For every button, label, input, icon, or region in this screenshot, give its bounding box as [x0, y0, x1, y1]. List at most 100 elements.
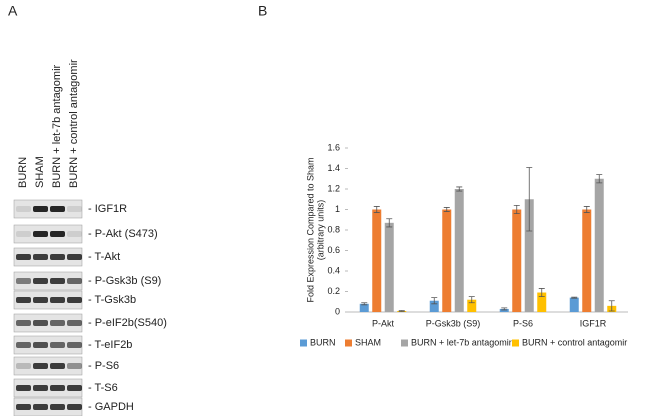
blot-band [50, 404, 65, 410]
blot-band [16, 231, 31, 237]
y-axis-label: Fold Expression Compared to Sham [305, 157, 315, 302]
error-bar [443, 207, 450, 212]
blot-band [50, 254, 65, 260]
blot-band [50, 342, 65, 348]
bar [569, 297, 579, 312]
legend-swatch [300, 339, 307, 347]
error-bar [386, 218, 393, 228]
blot-band [16, 404, 31, 410]
x-tick-label: P-Akt [372, 318, 395, 328]
legend-label: BURN + let-7b antagomir [411, 337, 512, 347]
blot-band [16, 385, 31, 391]
blot-band [33, 363, 48, 369]
error-bar [538, 288, 545, 298]
blot-band [50, 320, 65, 326]
blot-band [67, 363, 82, 369]
blot-band [67, 254, 82, 260]
legend-label: BURN + control antagomir [522, 337, 627, 347]
y-tick-label: 1.4 [327, 163, 340, 173]
error-bar [361, 302, 368, 306]
error-bar [431, 297, 438, 305]
blot-band [67, 231, 82, 237]
band-label: - IGF1R [88, 203, 127, 215]
error-bar [373, 206, 380, 213]
band-label: - T-Akt [88, 251, 120, 263]
x-tick-label: P-Gsk3b (S9) [426, 318, 481, 328]
blot-band [33, 404, 48, 410]
blot-band [33, 278, 48, 284]
band-label: - P-eIF2b(S540) [88, 317, 167, 329]
band-label: - T-eIF2b [88, 339, 132, 351]
legend-label: BURN [310, 337, 336, 347]
band-label: - P-S6 [88, 360, 119, 372]
lane-label: BURN + let-7b antagomir [51, 64, 63, 188]
bar [499, 308, 509, 312]
lane-label: BURN [17, 157, 29, 188]
bar [594, 178, 604, 312]
bar [359, 303, 369, 312]
legend-label: SHAM [355, 337, 381, 347]
blot-band [67, 206, 82, 212]
band-label: - P-Gsk3b (S9) [88, 275, 161, 287]
panel-label: A [8, 3, 18, 19]
blot-band [50, 206, 65, 212]
bar [454, 189, 464, 312]
y-tick-label: 0.6 [327, 245, 340, 255]
blot-band [16, 342, 31, 348]
blot-band [16, 254, 31, 260]
y-tick-label: 0.4 [327, 265, 340, 275]
error-bar [468, 296, 475, 304]
error-bar [501, 307, 508, 311]
error-bar [608, 300, 615, 312]
y-tick-label: 1.6 [327, 142, 340, 152]
blot-band [16, 363, 31, 369]
bar [512, 209, 522, 312]
blot-band [67, 404, 82, 410]
bar [384, 222, 394, 312]
blot-band [33, 206, 48, 212]
blot-band [16, 320, 31, 326]
blot-band [50, 297, 65, 303]
bar [442, 209, 452, 312]
panel-label: B [258, 3, 267, 19]
lane-label: SHAM [34, 156, 46, 188]
blot-band [50, 385, 65, 391]
y-tick-label: 1 [335, 204, 340, 214]
blot-band [67, 385, 82, 391]
blot-band [16, 278, 31, 284]
x-tick-label: P-S6 [513, 318, 533, 328]
blot-band [16, 297, 31, 303]
lane-label: BURN + control antagomir [68, 59, 80, 188]
bar [537, 292, 547, 312]
blot-band [33, 231, 48, 237]
blot-band [67, 320, 82, 326]
y-tick-label: 0 [335, 306, 340, 316]
bar [524, 199, 534, 312]
error-bar [596, 174, 603, 184]
error-bar [513, 205, 520, 214]
axis: 0 0.2 0.4 0.6 0.8 1 1.2 1.4 1.6 [327, 142, 348, 316]
blot-band [50, 278, 65, 284]
blot-band [33, 385, 48, 391]
bar [429, 300, 439, 312]
band-label: - P-Akt (S473) [88, 228, 158, 240]
blot-band [50, 363, 65, 369]
legend-swatch [345, 339, 352, 347]
blot-band [67, 342, 82, 348]
y-tick-label: 0.2 [327, 286, 340, 296]
y-tick-label: 0.8 [327, 224, 340, 234]
error-bar [583, 206, 590, 213]
blot-band [33, 320, 48, 326]
legend-swatch [512, 339, 519, 347]
y-tick-label: 1.2 [327, 183, 340, 193]
y-axis-label: (arbitrary units) [315, 200, 325, 261]
bar [372, 209, 382, 312]
blot-band [67, 297, 82, 303]
blot-band [67, 278, 82, 284]
error-bar [456, 186, 463, 192]
error-bar [398, 310, 405, 312]
band-label: - T-S6 [88, 382, 118, 394]
bar [467, 299, 477, 312]
blot-band [33, 297, 48, 303]
blot-band [33, 342, 48, 348]
